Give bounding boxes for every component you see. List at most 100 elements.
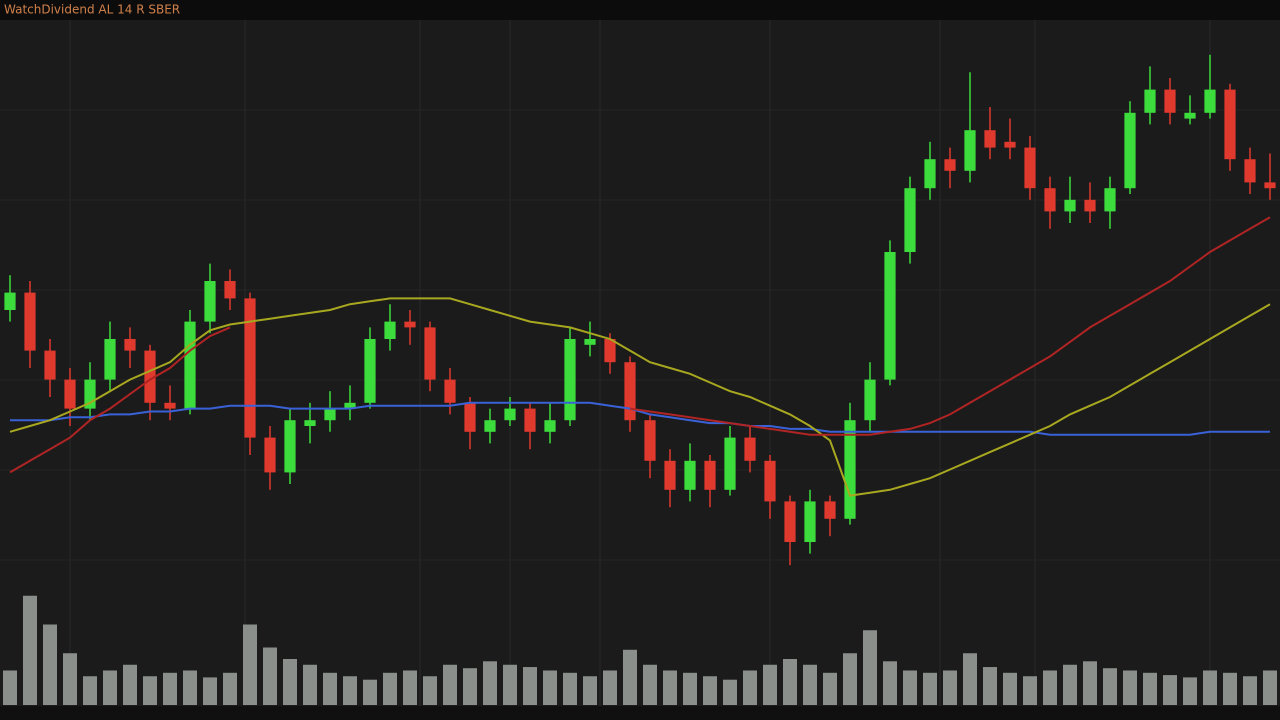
candle-body xyxy=(64,379,76,409)
bottom-bar xyxy=(0,706,1280,720)
candle-body xyxy=(624,362,636,421)
candle-body xyxy=(664,460,676,490)
volume-bar xyxy=(683,672,697,705)
volume-bar xyxy=(83,676,97,705)
volume-bar xyxy=(643,664,657,705)
volume-bar xyxy=(543,670,557,705)
volume-bar xyxy=(463,668,477,705)
volume-bar xyxy=(883,661,897,705)
candle-body xyxy=(724,437,736,490)
candle-body xyxy=(764,460,776,502)
candle-body xyxy=(864,379,876,421)
candle-body xyxy=(904,188,916,252)
volume-bar xyxy=(403,670,417,705)
candle-body xyxy=(444,379,456,403)
volume-bar xyxy=(663,670,677,705)
candle-body xyxy=(84,379,96,409)
volume-bar xyxy=(223,672,237,705)
volume-bar xyxy=(623,649,637,705)
candle-body xyxy=(1184,112,1196,119)
candle-body xyxy=(424,327,436,380)
candle-body xyxy=(44,350,56,380)
candle-body xyxy=(564,339,576,421)
volume-bar xyxy=(143,676,157,705)
volume-bar xyxy=(303,664,317,705)
candle-body xyxy=(344,402,356,409)
candle-body xyxy=(124,339,136,351)
candle-body xyxy=(1024,147,1036,189)
candle-body xyxy=(204,281,216,322)
volume-bar xyxy=(703,676,717,705)
volume-bar xyxy=(503,664,517,705)
volume-bar xyxy=(323,672,337,705)
volume-bar xyxy=(1023,676,1037,705)
volume-bar xyxy=(1183,677,1197,705)
candle-body xyxy=(464,402,476,432)
candle-body xyxy=(964,130,976,171)
candle-body xyxy=(504,408,516,421)
candle-body xyxy=(784,501,796,542)
candle-body xyxy=(1204,89,1216,113)
candle-body xyxy=(324,408,336,421)
candle-body xyxy=(1264,182,1276,189)
candle-body xyxy=(1144,89,1156,113)
volume-bar xyxy=(1083,661,1097,705)
candle-body xyxy=(164,402,176,409)
volume-bar xyxy=(283,659,297,705)
volume-bar xyxy=(343,676,357,705)
volume-bar xyxy=(1123,670,1137,705)
top-bar xyxy=(0,0,1280,20)
candle-body xyxy=(604,339,616,363)
volume-bar xyxy=(763,664,777,705)
volume-bar xyxy=(383,672,397,705)
candle-body xyxy=(4,292,16,310)
moving-average-line xyxy=(10,401,1270,436)
candle-body xyxy=(884,252,896,380)
volume-bar xyxy=(63,653,77,705)
volume-bar xyxy=(1103,668,1117,705)
volume-bar xyxy=(123,664,137,705)
candle-body xyxy=(244,298,256,438)
candle-body xyxy=(104,339,116,380)
candle-body xyxy=(184,321,196,409)
volume-bar xyxy=(603,670,617,705)
candle-body xyxy=(944,159,956,171)
candle-body xyxy=(544,420,556,432)
candle-body xyxy=(1084,199,1096,212)
volume-bar xyxy=(1263,670,1277,705)
volume-bar xyxy=(43,624,57,705)
volume-bar xyxy=(983,667,997,705)
volume-bar xyxy=(1003,672,1017,705)
volume-bar xyxy=(483,661,497,705)
candle-body xyxy=(1044,188,1056,212)
candle-body xyxy=(804,501,816,542)
volume-bar xyxy=(523,667,537,705)
candle-body xyxy=(824,501,836,519)
volume-bar xyxy=(363,679,377,705)
volume-bar xyxy=(1043,670,1057,705)
volume-bar xyxy=(863,630,877,705)
volume-bar xyxy=(183,670,197,705)
volume-bar xyxy=(943,670,957,705)
volume-bar xyxy=(1143,672,1157,705)
volume-bar xyxy=(963,653,977,705)
volume-bar xyxy=(1063,664,1077,705)
volume-bar xyxy=(823,672,837,705)
volume-bar xyxy=(443,664,457,705)
candle-body xyxy=(1004,141,1016,148)
candle-body xyxy=(524,408,536,432)
volume-bar xyxy=(903,670,917,705)
candle-body xyxy=(284,420,296,473)
candle-body xyxy=(24,292,36,351)
candle-body xyxy=(1064,199,1076,212)
volume-bar xyxy=(803,664,817,705)
candle-body xyxy=(384,321,396,339)
candle-body xyxy=(1104,188,1116,212)
candle-body xyxy=(1124,112,1136,189)
candle-body xyxy=(364,339,376,403)
candle-body xyxy=(744,437,756,461)
candle-body xyxy=(844,420,856,519)
moving-average-line xyxy=(9,216,1271,474)
volume-bar xyxy=(1203,670,1217,705)
